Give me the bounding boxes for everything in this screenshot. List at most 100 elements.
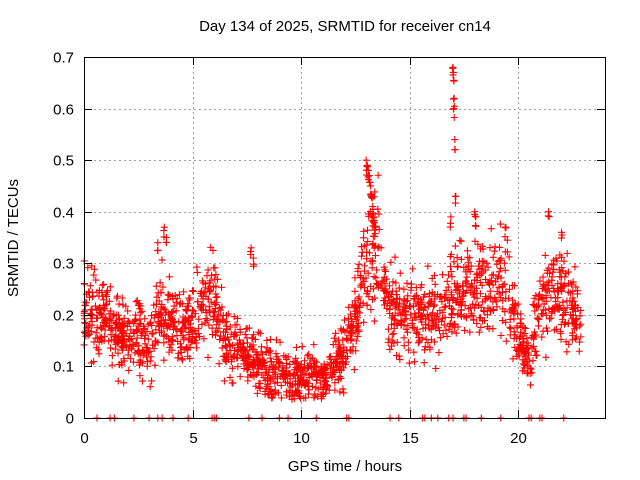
data-point (358, 252, 366, 260)
data-point (236, 373, 244, 381)
data-point (339, 385, 347, 393)
data-point (442, 326, 450, 334)
data-point (533, 302, 541, 310)
data-point (363, 255, 371, 263)
data-point (129, 358, 137, 366)
data-point (212, 301, 220, 309)
data-point (533, 314, 541, 322)
data-point (212, 271, 220, 279)
data-point (140, 334, 148, 342)
data-point (446, 296, 454, 304)
data-point (295, 362, 303, 370)
data-point (506, 315, 514, 323)
data-point (432, 364, 440, 372)
data-point (221, 328, 229, 336)
data-point (367, 193, 375, 201)
data-point (207, 298, 215, 306)
data-point (382, 275, 390, 283)
data-point (175, 291, 183, 299)
data-point (100, 306, 108, 314)
data-point (452, 329, 460, 337)
data-point (427, 336, 435, 344)
data-point (297, 380, 305, 388)
data-point (439, 271, 447, 279)
data-point (107, 344, 114, 352)
data-point (179, 356, 187, 364)
data-point (497, 264, 505, 272)
y-axis-label: SRMTID / TECUs (5, 179, 22, 297)
data-point (170, 319, 178, 327)
data-point (364, 288, 372, 296)
data-point (349, 343, 357, 351)
data-point (147, 353, 155, 361)
data-point (119, 301, 127, 309)
data-point (364, 166, 372, 174)
data-point (304, 379, 312, 387)
data-point (550, 288, 558, 296)
data-point (228, 379, 236, 387)
data-point (186, 355, 194, 363)
data-point (317, 362, 325, 370)
data-point (502, 318, 510, 326)
data-point (144, 335, 152, 343)
data-point (558, 231, 566, 239)
data-point (395, 284, 403, 292)
data-point (510, 328, 518, 336)
data-point (89, 292, 97, 300)
data-point (184, 314, 192, 322)
data-point (480, 307, 488, 315)
data-point (450, 76, 458, 84)
data-point (149, 341, 157, 349)
data-point (132, 311, 140, 319)
data-point (246, 353, 254, 361)
data-point (449, 105, 457, 113)
data-point (542, 353, 550, 361)
y-tick-label: 0.4 (53, 205, 74, 222)
data-point (525, 357, 533, 365)
data-point (366, 249, 374, 257)
data-point (455, 290, 463, 298)
data-point (447, 219, 455, 227)
data-point (138, 377, 146, 385)
data-point (347, 347, 355, 355)
data-point (571, 263, 579, 271)
data-point (413, 326, 421, 334)
data-point (467, 288, 475, 296)
data-point (462, 263, 470, 271)
data-point (363, 248, 371, 256)
data-point (493, 260, 501, 268)
data-point (213, 293, 221, 301)
data-point (455, 286, 463, 294)
data-point (487, 225, 495, 233)
data-point (451, 321, 459, 329)
data-point (483, 311, 491, 319)
data-point (95, 350, 103, 358)
data-point (528, 344, 536, 352)
data-point (431, 292, 439, 300)
y-tick-label: 0.5 (53, 153, 74, 170)
data-point (126, 319, 134, 327)
data-point (467, 311, 475, 319)
data-point (172, 325, 180, 333)
data-point (461, 289, 469, 297)
data-point (394, 309, 402, 317)
data-point (185, 328, 193, 336)
data-point (511, 331, 519, 339)
data-point (385, 335, 393, 343)
data-point (333, 358, 341, 366)
data-point (475, 328, 483, 336)
data-point (127, 355, 135, 363)
data-point (495, 268, 503, 276)
data-point (336, 366, 344, 374)
data-point (568, 329, 576, 337)
data-point (90, 265, 98, 273)
data-point (205, 321, 213, 329)
data-point (191, 336, 199, 344)
data-point (305, 371, 313, 379)
data-point (368, 194, 376, 202)
data-point (243, 334, 251, 342)
data-point (448, 310, 456, 318)
data-point (335, 336, 343, 344)
data-point (194, 298, 202, 306)
data-point (184, 300, 192, 308)
